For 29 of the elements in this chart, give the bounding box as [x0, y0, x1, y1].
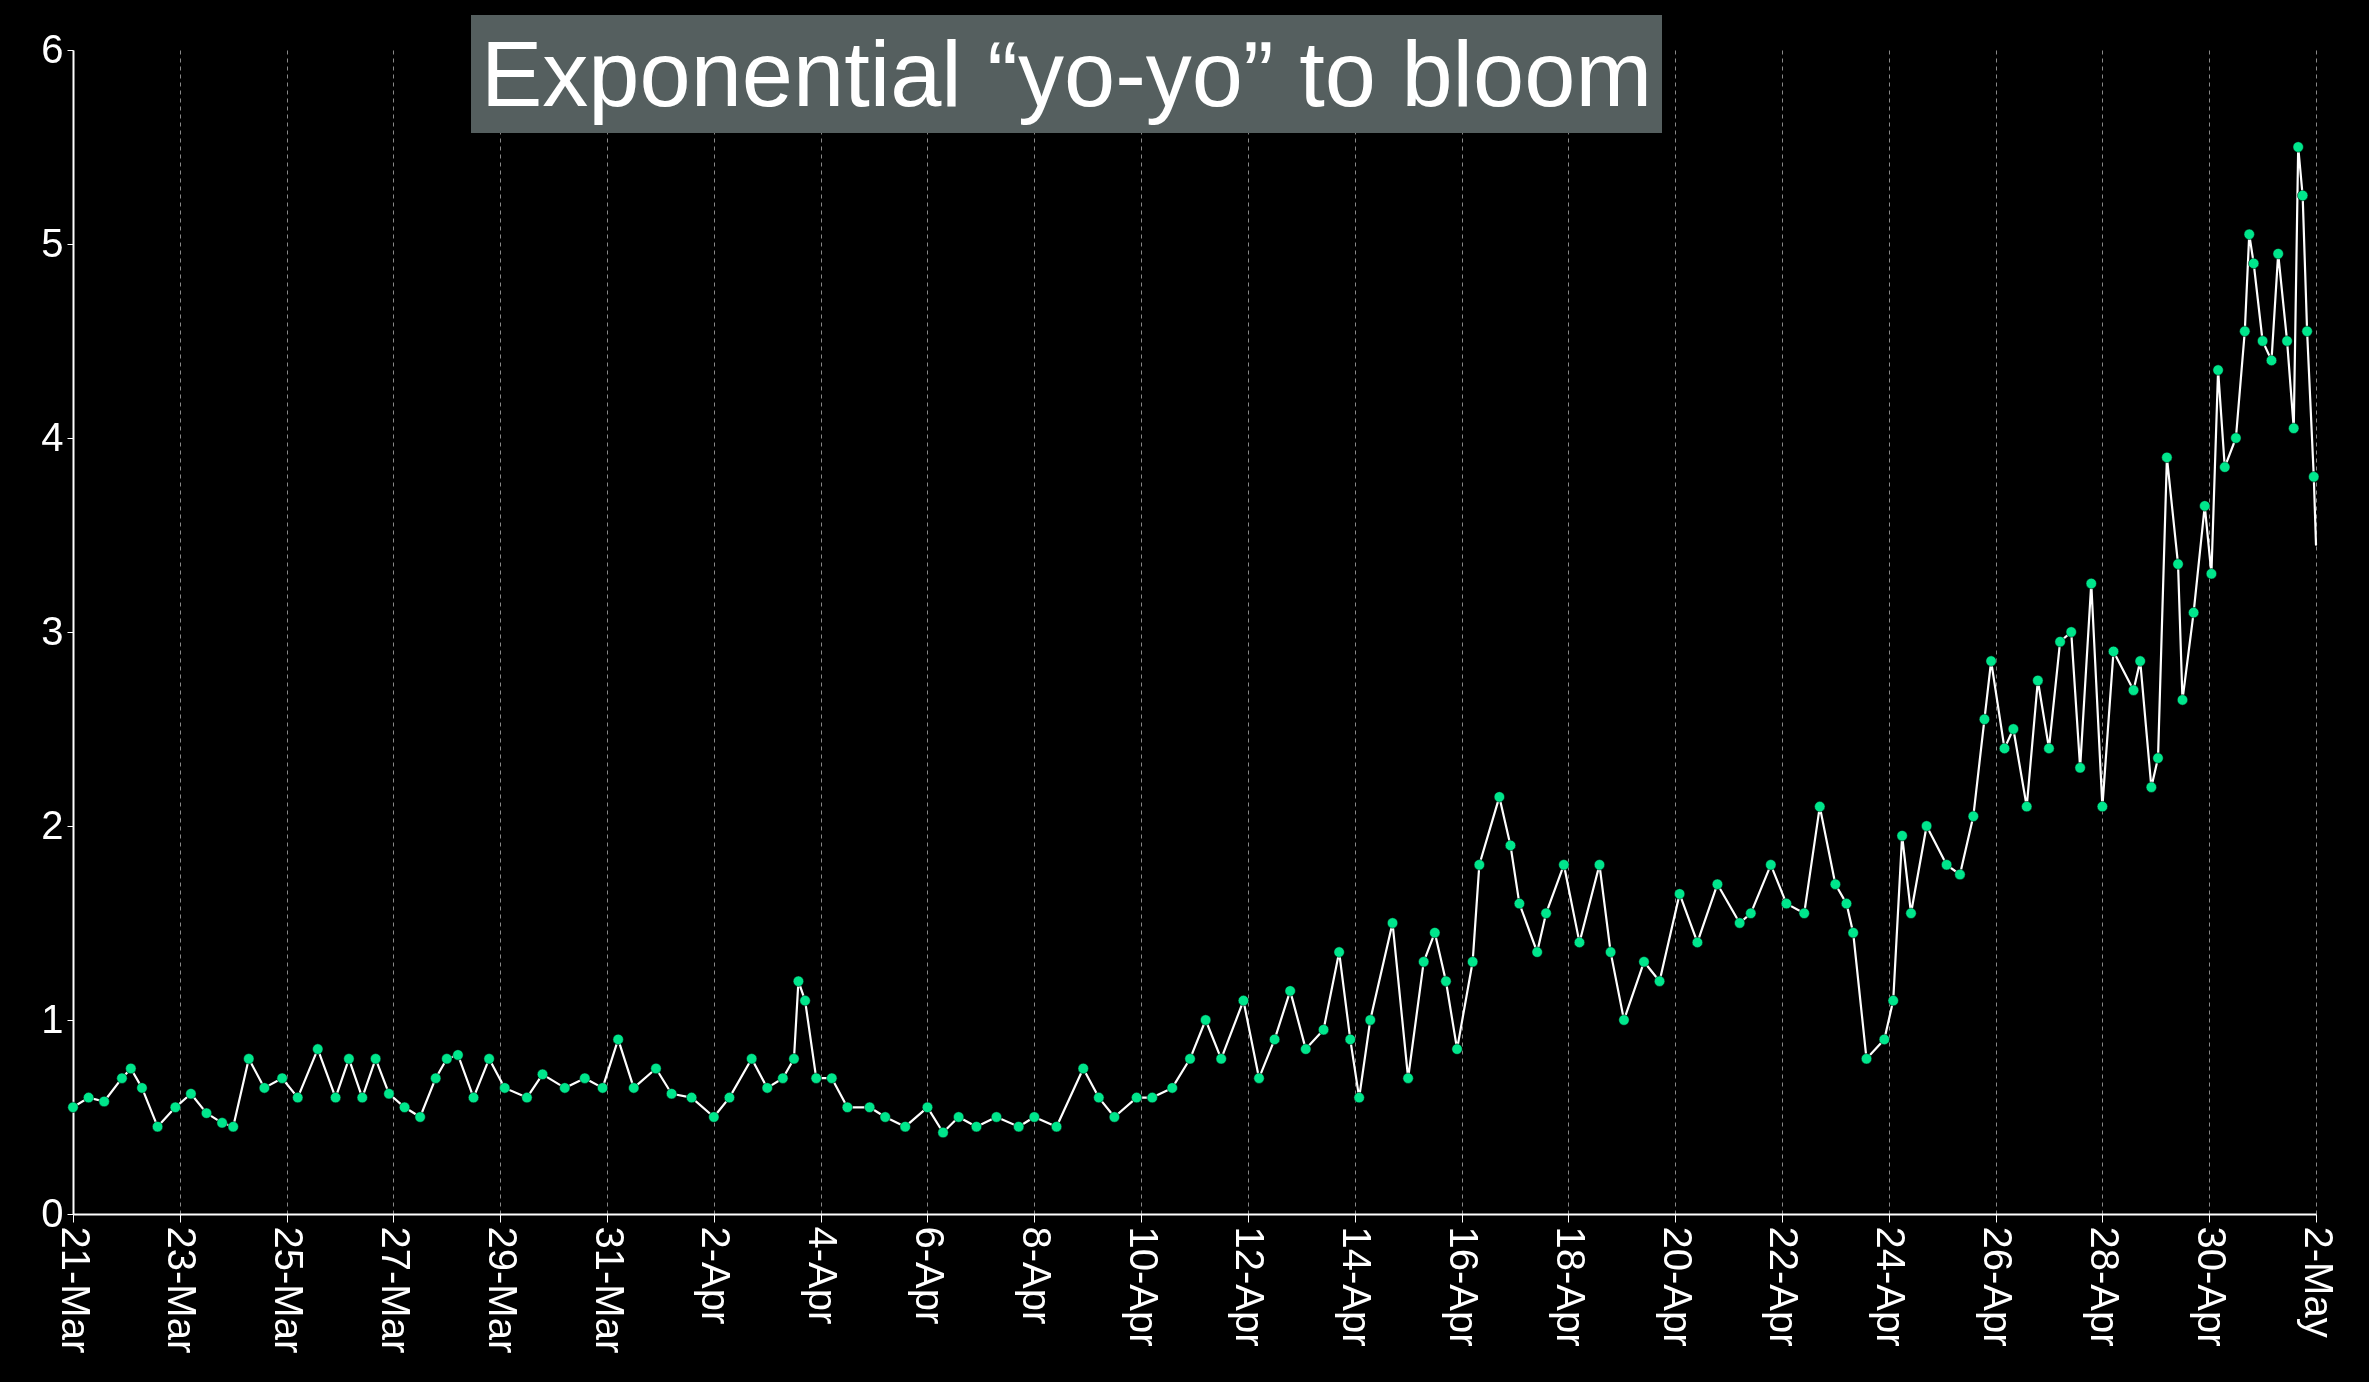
- x-tick-label: 27-Mar: [373, 1226, 418, 1354]
- x-tick-label: 12-Apr: [1228, 1226, 1273, 1347]
- x-tick-label: 16-Apr: [1442, 1226, 1487, 1347]
- x-tick-label: 8-Apr: [1014, 1226, 1059, 1325]
- x-tick-label: 31-Mar: [587, 1226, 632, 1354]
- x-tick-label: 29-Mar: [480, 1226, 525, 1354]
- y-tick-label: 5: [41, 220, 64, 265]
- x-tick-label: 26-Apr: [1976, 1226, 2021, 1347]
- x-tick-label: 30-Apr: [2189, 1226, 2234, 1347]
- x-tick-label: 21-Mar: [53, 1226, 98, 1354]
- x-tick-label: 23-Mar: [160, 1226, 205, 1354]
- x-tick-label: 2-Apr: [694, 1226, 739, 1325]
- x-tick-label: 2-May: [2296, 1226, 2341, 1338]
- x-tick-label: 22-Apr: [1762, 1226, 1807, 1347]
- x-tick-label: 4-Apr: [801, 1226, 846, 1325]
- x-tick-label: 20-Apr: [1655, 1226, 1700, 1347]
- x-tick-label: 6-Apr: [907, 1226, 952, 1325]
- y-tick-label: 2: [41, 802, 64, 847]
- x-tick-label: 18-Apr: [1548, 1226, 1593, 1347]
- y-tick-label: 3: [41, 608, 64, 653]
- x-tick-label: 25-Mar: [267, 1226, 312, 1354]
- x-tick-label: 14-Apr: [1335, 1226, 1380, 1347]
- y-tick-label: 6: [41, 26, 64, 71]
- y-tick-label: 1: [41, 996, 64, 1041]
- x-tick-label: 28-Apr: [2082, 1226, 2127, 1347]
- x-tick-label: 24-Apr: [1869, 1226, 1914, 1347]
- y-tick-label: 4: [41, 414, 64, 459]
- chart-title: Exponential “yo-yo” to bloom: [471, 15, 1663, 133]
- x-tick-label: 10-Apr: [1121, 1226, 1166, 1347]
